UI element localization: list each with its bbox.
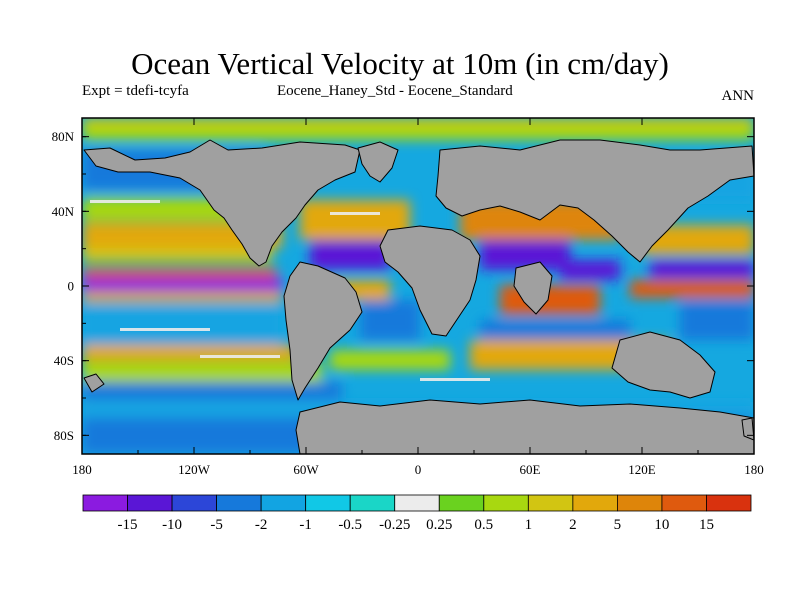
colorbar-swatch [661, 494, 707, 512]
lon-tick-label: 180 [72, 462, 92, 477]
lon-tick-label: 0 [415, 462, 422, 477]
colorbar-label: -0.5 [338, 517, 362, 533]
colorbar-swatch [483, 494, 529, 512]
colorbar-label: 1 [525, 517, 533, 533]
colorbar-swatch [572, 494, 618, 512]
lon-tick-label: 180 [744, 462, 764, 477]
land-masses [83, 139, 754, 454]
longitude-ticks: 180 120W 60W 0 60E 120E 180 [72, 118, 764, 477]
colorbar-label: 15 [699, 517, 714, 533]
difference-label: Eocene_Haney_Std - Eocene_Standard [277, 83, 513, 99]
colorbar-label: -1 [299, 517, 312, 533]
lat-tick-label: 80N [52, 129, 75, 144]
experiment-label: Expt = tdefi-tcyfa [82, 83, 189, 99]
colorbar-label: 2 [569, 517, 577, 533]
velocity-field [82, 118, 754, 454]
lon-tick-label: 120E [628, 462, 656, 477]
lat-tick-label: 80S [54, 428, 74, 443]
colorbar-swatch [82, 494, 128, 512]
colorbar-label: -10 [162, 517, 182, 533]
colorbar-swatch [617, 494, 663, 512]
season-label: ANN [721, 88, 755, 104]
colorbar-swatch [171, 494, 217, 512]
colorbar-label: -0.25 [379, 517, 410, 533]
latitude-ticks: 80N 40N 0 40S 80S [52, 129, 754, 443]
colorbar-label: 10 [654, 517, 669, 533]
colorbar: -15 -10 -5 -2 -1 -0.5 -0.25 0.25 0.5 1 2 5 10 15 [82, 494, 752, 533]
lat-tick-label: 40N [52, 204, 75, 219]
colorbar-swatch [706, 494, 752, 512]
colorbar-label: -2 [255, 517, 268, 533]
colorbar-swatch [394, 494, 440, 512]
colorbar-swatch [260, 494, 307, 512]
colorbar-label: -15 [118, 517, 138, 533]
plot-title: Ocean Vertical Velocity at 10m (in cm/da… [131, 46, 669, 81]
lon-tick-label: 60W [293, 462, 319, 477]
colorbar-label: 0.5 [474, 517, 493, 533]
colorbar-swatch [527, 494, 574, 512]
colorbar-swatch [216, 494, 262, 512]
lon-tick-label: 120W [178, 462, 211, 477]
colorbar-label: -5 [210, 517, 223, 533]
colorbar-label: 5 [614, 517, 622, 533]
colorbar-swatch [305, 494, 351, 512]
colorbar-swatch [127, 494, 173, 512]
lat-tick-label: 0 [68, 279, 75, 294]
lon-tick-label: 60E [520, 462, 541, 477]
colorbar-swatch [349, 494, 396, 512]
lat-tick-label: 40S [54, 353, 74, 368]
colorbar-swatch [438, 494, 485, 512]
colorbar-label: 0.25 [426, 517, 452, 533]
